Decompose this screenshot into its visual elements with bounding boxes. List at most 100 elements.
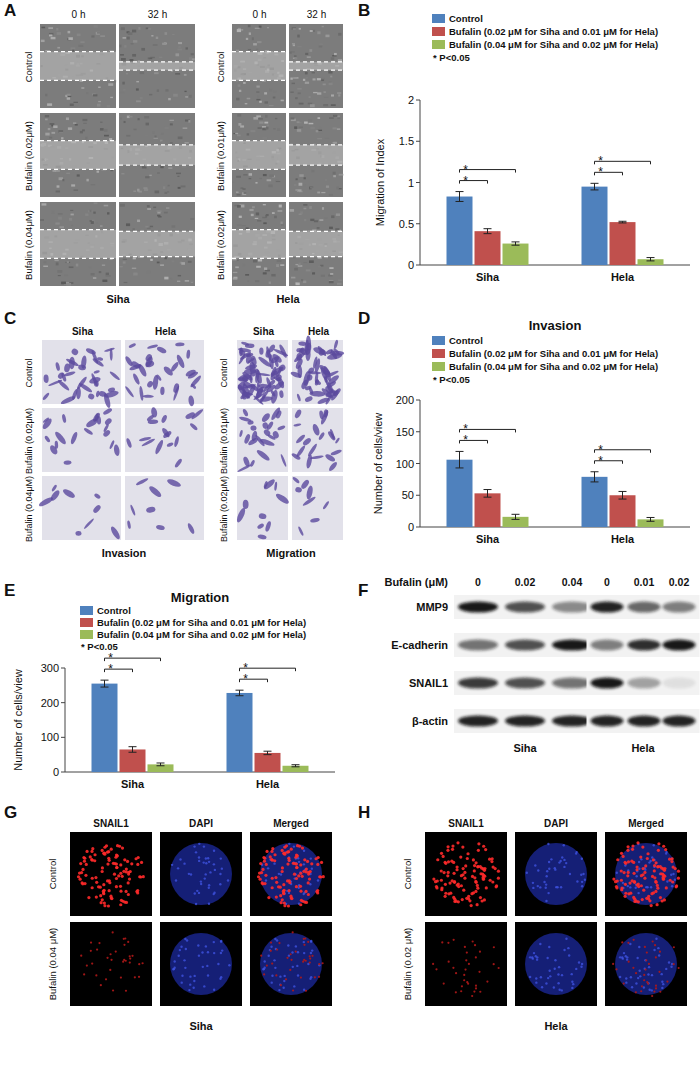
image-texture	[51, 37, 56, 39]
image-texture	[317, 227, 320, 229]
image-texture	[97, 104, 101, 107]
blot-band	[505, 602, 545, 613]
dapi-speck	[208, 903, 210, 905]
y-tick	[416, 141, 420, 142]
dapi-speck	[173, 967, 175, 969]
dapi-speck	[206, 965, 208, 967]
image-texture	[265, 115, 267, 118]
stained-cell	[317, 396, 330, 405]
stained-cell	[259, 396, 273, 403]
snail1-signal	[491, 880, 494, 883]
y-tick-label: 0	[408, 259, 414, 271]
image-texture	[277, 260, 282, 262]
image-texture	[267, 27, 269, 28]
error-bar	[484, 229, 492, 234]
stained-cell	[257, 534, 267, 540]
y-tick	[416, 265, 420, 266]
image-texture	[66, 262, 71, 263]
image-texture	[290, 209, 294, 212]
image-texture	[93, 277, 96, 278]
stained-cell	[148, 484, 163, 498]
dapi-speck	[196, 890, 198, 892]
image-texture	[181, 262, 185, 265]
image-texture	[120, 117, 122, 119]
stained-cell	[49, 489, 61, 502]
snail1-signal	[311, 955, 313, 957]
snail1-signal	[105, 978, 107, 980]
image-texture	[93, 94, 97, 96]
error-bar	[456, 192, 464, 202]
dapi-speck	[201, 951, 203, 953]
stained-cell	[78, 364, 87, 371]
panel-label: F	[358, 581, 368, 600]
error-bar	[647, 258, 655, 261]
snail1-signal	[91, 962, 93, 964]
snail1-signal	[131, 955, 133, 957]
snail1-signal	[294, 856, 297, 859]
stained-cell	[274, 360, 279, 367]
stained-cell	[160, 414, 167, 423]
snail1-signal	[127, 941, 129, 943]
image-texture	[188, 261, 192, 263]
panel-label: G	[4, 803, 17, 822]
image-texture	[130, 59, 134, 61]
dapi-speck	[283, 975, 285, 977]
image-texture	[242, 225, 247, 226]
snail1-signal	[308, 878, 311, 881]
snail1-signal	[281, 866, 284, 869]
error-bar	[456, 451, 464, 468]
image-texture	[328, 274, 332, 276]
stained-cell	[262, 422, 269, 430]
image-texture	[149, 175, 151, 176]
cell-line-label: Siha	[189, 1020, 213, 1032]
image-texture	[310, 104, 315, 107]
image-texture	[162, 43, 166, 45]
snail1-signal	[90, 950, 92, 952]
dapi-speck	[204, 873, 206, 875]
row-label: Control	[219, 358, 229, 387]
snail1-signal	[314, 976, 316, 978]
snail1-signal	[286, 862, 289, 865]
fluorescence-image	[160, 922, 242, 1006]
image-texture	[93, 212, 95, 214]
error-bar-stem	[650, 517, 651, 521]
wound-edge	[119, 144, 195, 145]
error-bar	[292, 765, 300, 767]
image-texture	[51, 132, 55, 134]
stained-cell	[247, 420, 254, 425]
stained-cell	[306, 335, 312, 350]
image-texture	[269, 105, 274, 106]
image-texture	[160, 140, 163, 142]
wound-edge	[289, 144, 343, 145]
snail1-signal	[303, 900, 306, 903]
image-texture	[257, 96, 259, 99]
stained-cell	[258, 388, 265, 394]
dapi-speck	[221, 949, 223, 951]
snail1-signal	[290, 897, 293, 900]
row-label: Bufalin (0.04μM)	[23, 210, 34, 280]
snail1-signal	[109, 953, 111, 955]
image-texture	[58, 213, 63, 215]
dapi-speck	[310, 857, 312, 859]
stained-cell	[162, 430, 172, 439]
error-bar-cap	[456, 191, 464, 192]
image-texture	[138, 61, 140, 62]
image-texture	[243, 82, 246, 84]
image-texture	[170, 123, 173, 125]
blot-band	[458, 678, 498, 689]
image-texture	[319, 131, 323, 133]
stained-cell	[297, 365, 302, 378]
image-texture	[48, 128, 51, 130]
stained-cell	[294, 409, 303, 420]
image-texture	[308, 103, 312, 105]
image-texture	[264, 92, 267, 94]
image-texture	[50, 123, 55, 125]
y-tick	[416, 400, 420, 401]
image-texture	[41, 40, 45, 42]
image-texture	[66, 283, 71, 286]
image-texture	[318, 266, 321, 267]
y-axis	[65, 668, 66, 772]
snail1-signal	[267, 896, 270, 899]
stained-cell	[102, 407, 113, 416]
snail1-signal	[317, 856, 320, 859]
